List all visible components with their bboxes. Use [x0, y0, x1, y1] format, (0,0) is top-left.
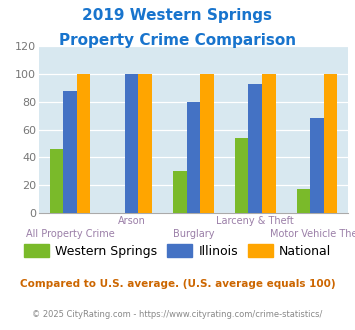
Text: Compared to U.S. average. (U.S. average equals 100): Compared to U.S. average. (U.S. average … — [20, 279, 335, 289]
Bar — [138, 74, 152, 213]
Bar — [248, 84, 262, 213]
Text: Property Crime Comparison: Property Crime Comparison — [59, 33, 296, 48]
Bar — [200, 74, 214, 213]
Bar — [297, 189, 310, 213]
Bar — [63, 91, 77, 213]
Legend: Western Springs, Illinois, National: Western Springs, Illinois, National — [18, 239, 337, 263]
Bar — [262, 74, 275, 213]
Bar — [50, 149, 63, 213]
Text: © 2025 CityRating.com - https://www.cityrating.com/crime-statistics/: © 2025 CityRating.com - https://www.city… — [32, 310, 323, 319]
Text: 2019 Western Springs: 2019 Western Springs — [82, 8, 273, 23]
Bar — [125, 74, 138, 213]
Bar — [324, 74, 337, 213]
Bar — [77, 74, 90, 213]
Bar — [235, 138, 248, 213]
Bar — [310, 118, 324, 213]
Bar — [173, 171, 187, 213]
Bar — [187, 102, 200, 213]
